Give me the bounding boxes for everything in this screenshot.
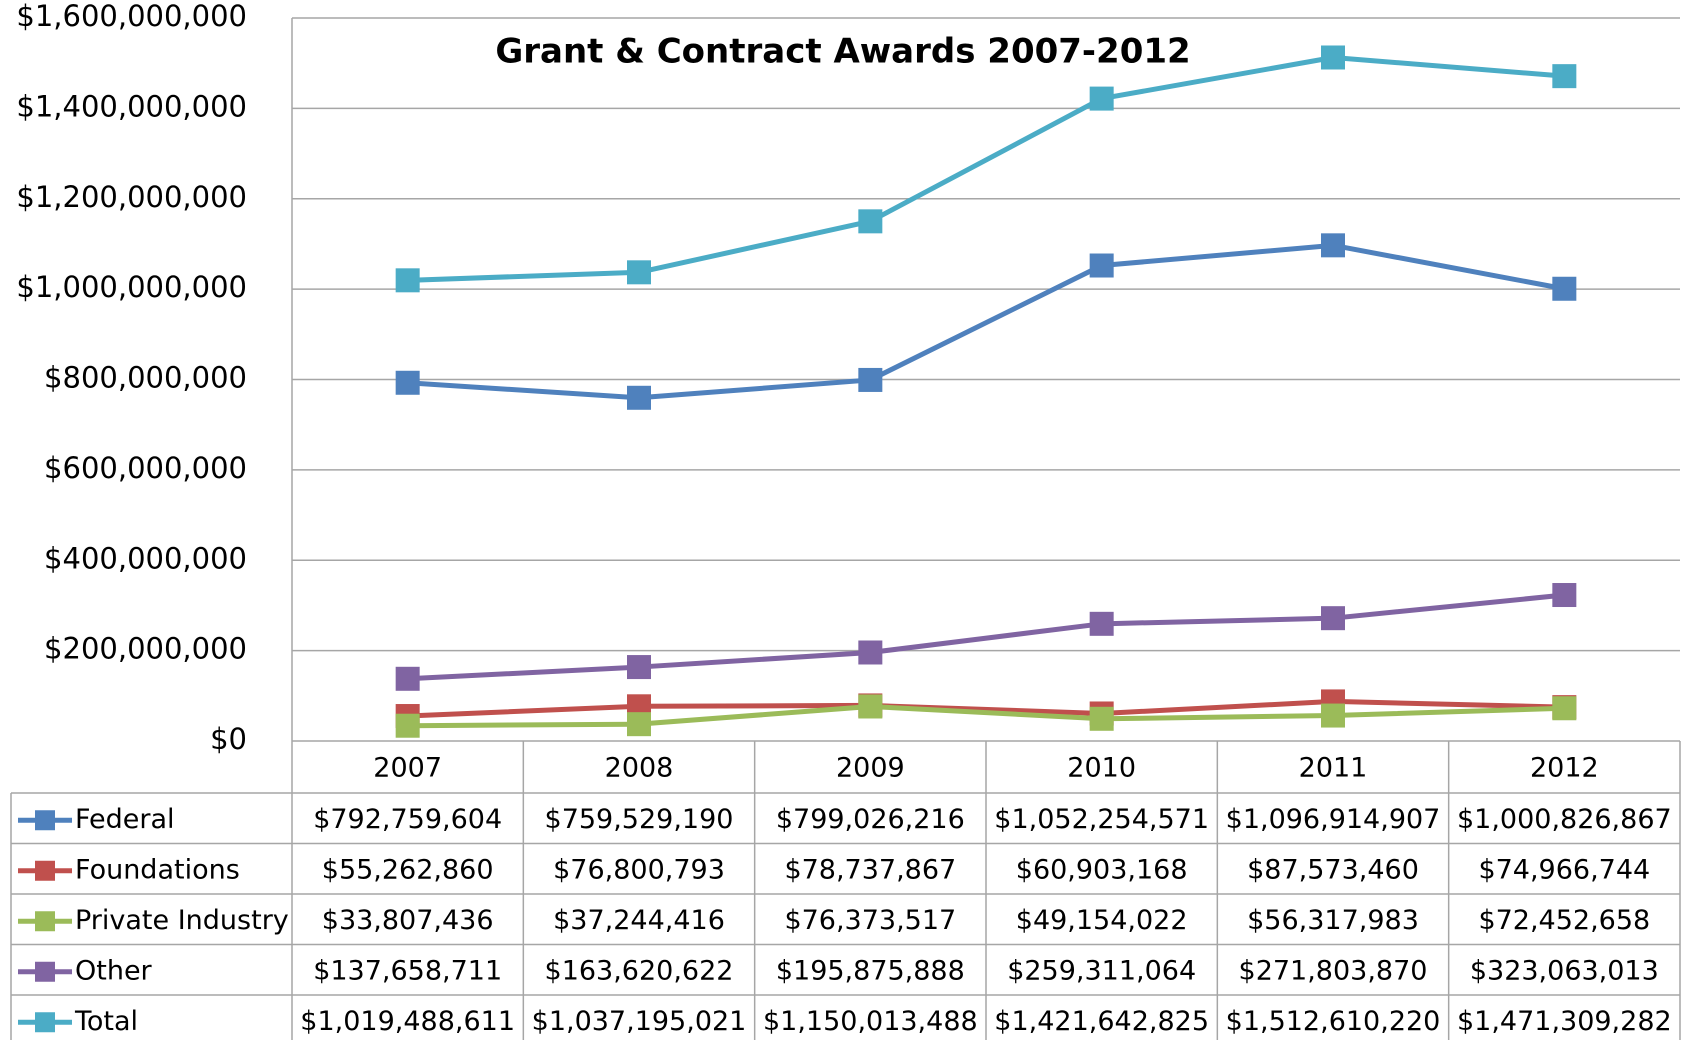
marker — [627, 712, 651, 737]
table-cell: $1,512,610,220 — [1226, 1006, 1441, 1037]
marker — [1552, 276, 1577, 301]
table-cell: $49,154,022 — [1016, 905, 1188, 936]
legend-label: Private Industry — [75, 905, 289, 936]
table-cell: $792,759,604 — [313, 804, 502, 835]
marker — [1089, 706, 1114, 731]
x-tick-label: 2011 — [1299, 753, 1368, 784]
table-cell: $78,737,867 — [784, 854, 956, 885]
table-cell: $799,026,216 — [776, 804, 965, 835]
y-tick-label: $1,600,000,000 — [16, 0, 247, 33]
legend-key-marker — [35, 911, 55, 932]
table-cell: $163,620,622 — [545, 955, 734, 986]
x-tick-label: 2007 — [373, 753, 442, 784]
marker — [395, 268, 420, 293]
y-tick-label: $1,000,000,000 — [16, 270, 247, 304]
y-tick-label: $200,000,000 — [44, 632, 247, 666]
marker — [1089, 611, 1114, 636]
table-cell: $195,875,888 — [776, 955, 965, 986]
x-tick-label: 2008 — [605, 753, 674, 784]
marker — [1321, 606, 1345, 631]
marker — [1321, 233, 1345, 258]
legend-label: Federal — [75, 804, 175, 835]
marker — [1552, 583, 1577, 608]
marker — [858, 640, 883, 665]
legend-label: Other — [75, 955, 153, 986]
table-cell: $1,052,254,571 — [994, 804, 1209, 835]
series-line — [407, 698, 1565, 719]
y-tick-label: $1,400,000,000 — [16, 89, 247, 123]
marker — [1321, 703, 1345, 728]
series-line — [407, 592, 1565, 682]
marker — [1321, 45, 1345, 70]
table-cell: $55,262,860 — [322, 854, 494, 885]
legend-key-marker — [35, 1012, 55, 1033]
table-cell: $271,803,870 — [1239, 955, 1428, 986]
marker — [395, 713, 420, 738]
marker — [1552, 64, 1577, 89]
marker — [1552, 696, 1577, 721]
series-line — [407, 703, 1565, 729]
marker — [627, 655, 651, 680]
x-tick-label: 2009 — [836, 753, 905, 784]
marker — [1089, 253, 1114, 278]
table-cell: $1,019,488,611 — [300, 1006, 515, 1037]
marker — [627, 385, 651, 410]
table-cell: $33,807,436 — [322, 905, 494, 936]
table-cell: $74,966,744 — [1478, 854, 1650, 885]
table-cell: $1,000,826,867 — [1457, 804, 1672, 835]
table-cell: $1,471,309,282 — [1457, 1006, 1672, 1037]
table-cell: $72,452,658 — [1478, 905, 1650, 936]
table-cell: $37,244,416 — [553, 905, 725, 936]
x-tick-label: 2010 — [1067, 753, 1136, 784]
table-cell: $1,096,914,907 — [1226, 804, 1441, 835]
marker — [395, 666, 420, 691]
table-cell: $1,421,642,825 — [994, 1006, 1209, 1037]
table-cell: $87,573,460 — [1247, 854, 1419, 885]
series-line — [407, 54, 1565, 283]
legend-key-marker — [35, 860, 55, 881]
marker — [858, 209, 883, 234]
table-cell: $323,063,013 — [1470, 955, 1659, 986]
legend-key-marker — [35, 810, 55, 831]
table-cell: $76,800,793 — [553, 854, 725, 885]
y-tick-label: $600,000,000 — [44, 451, 247, 485]
chart-title: Grant & Contract Awards 2007-2012 — [495, 32, 1190, 72]
table-cell: $76,373,517 — [784, 905, 956, 936]
y-tick-label: $0 — [210, 722, 247, 756]
table-cell: $1,150,013,488 — [763, 1006, 978, 1037]
table-cell: $759,529,190 — [545, 804, 734, 835]
y-tick-label: $800,000,000 — [44, 361, 247, 395]
table-cell: $1,037,195,021 — [532, 1006, 747, 1037]
legend-label: Foundations — [75, 854, 240, 885]
legend-key-marker — [35, 961, 55, 982]
marker — [1089, 86, 1114, 111]
table-cell: $259,311,064 — [1007, 955, 1196, 986]
table-cell: $56,317,983 — [1247, 905, 1419, 936]
x-tick-label: 2012 — [1530, 753, 1599, 784]
marker — [627, 260, 651, 285]
table-cell: $60,903,168 — [1016, 854, 1188, 885]
series-line — [407, 242, 1565, 401]
y-tick-label: $1,200,000,000 — [16, 180, 247, 214]
y-tick-label: $400,000,000 — [44, 541, 247, 575]
marker — [858, 367, 883, 392]
legend-label: Total — [74, 1006, 138, 1037]
marker — [395, 370, 420, 395]
table-cell: $137,658,711 — [313, 955, 502, 986]
marker — [858, 694, 883, 719]
